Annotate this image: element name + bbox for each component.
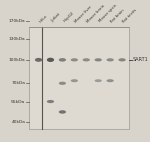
Ellipse shape: [59, 82, 66, 85]
Text: HepG2: HepG2: [62, 11, 75, 23]
FancyBboxPatch shape: [29, 27, 129, 129]
Ellipse shape: [47, 58, 54, 62]
Ellipse shape: [47, 100, 54, 103]
Text: Rat brain: Rat brain: [110, 8, 126, 23]
Text: Mouse liver: Mouse liver: [74, 5, 93, 23]
Ellipse shape: [94, 58, 102, 61]
Ellipse shape: [35, 58, 42, 62]
Text: HeLa: HeLa: [39, 14, 48, 23]
Ellipse shape: [59, 110, 66, 114]
Text: 130kDa: 130kDa: [9, 37, 25, 41]
Text: Mouse brain: Mouse brain: [86, 4, 106, 23]
Ellipse shape: [94, 79, 102, 82]
Text: 40kDa: 40kDa: [11, 120, 25, 124]
Ellipse shape: [71, 79, 78, 82]
Ellipse shape: [59, 58, 66, 62]
Ellipse shape: [106, 79, 114, 82]
Text: SART1: SART1: [133, 57, 148, 62]
Ellipse shape: [71, 58, 78, 61]
Text: 100kDa: 100kDa: [9, 58, 25, 62]
Text: 170kDa: 170kDa: [9, 19, 25, 23]
Text: Jurkat: Jurkat: [50, 13, 61, 23]
Text: 70kDa: 70kDa: [11, 81, 25, 85]
Text: 55kDa: 55kDa: [11, 100, 25, 104]
Text: Mouse spsis: Mouse spsis: [98, 4, 118, 23]
Ellipse shape: [118, 58, 126, 61]
Ellipse shape: [106, 58, 114, 61]
Text: Rat testis: Rat testis: [122, 8, 138, 23]
Ellipse shape: [83, 58, 90, 61]
